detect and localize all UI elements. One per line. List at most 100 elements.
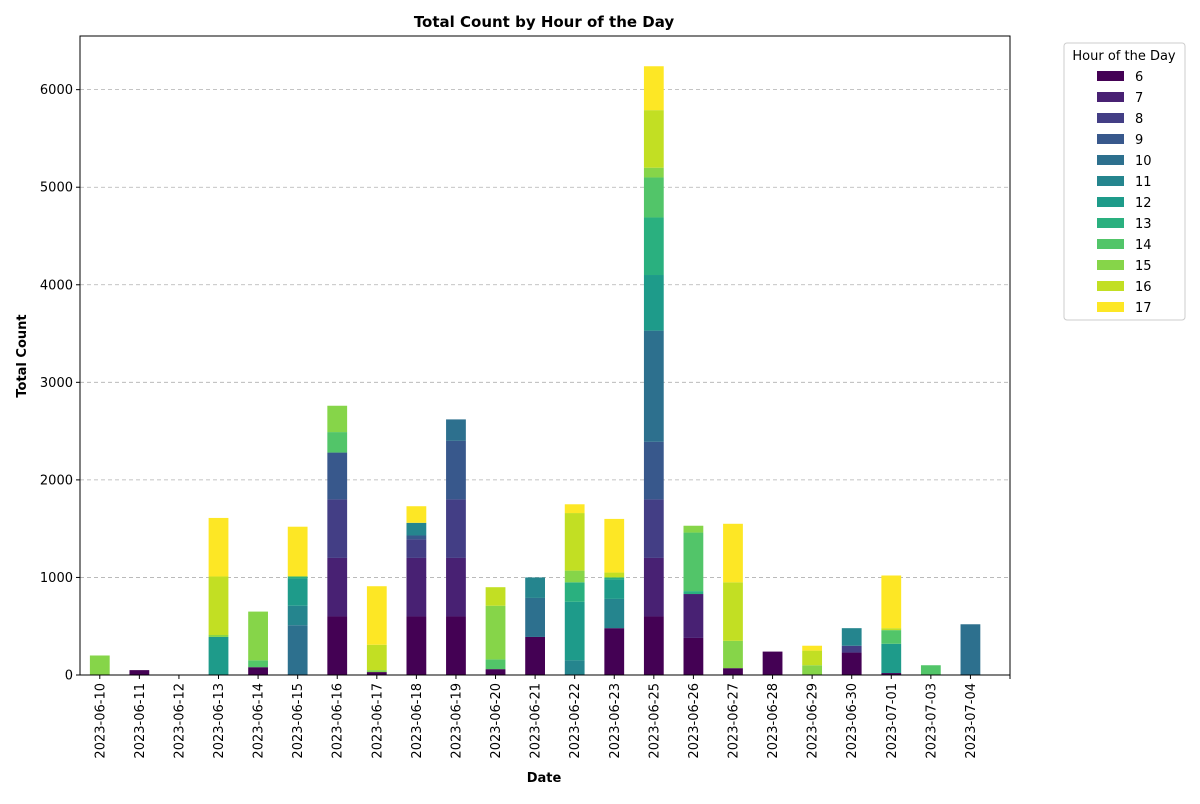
bar-segment	[881, 630, 902, 644]
bar-segment	[643, 499, 664, 558]
y-tick-label: 3000	[40, 376, 73, 391]
bar-segment	[366, 670, 387, 673]
bar-segment	[287, 576, 308, 579]
bar-segment	[802, 665, 823, 675]
x-tick-label: 2023-06-27	[726, 683, 741, 759]
legend-label: 17	[1135, 301, 1152, 316]
legend-label: 9	[1135, 133, 1143, 148]
legend-label: 13	[1135, 217, 1152, 232]
x-tick-label: 2023-06-29	[806, 683, 821, 759]
x-tick-label: 2023-07-01	[885, 683, 900, 759]
legend-swatch	[1097, 113, 1124, 123]
x-tick-label: 2023-06-13	[212, 683, 227, 759]
bar-segment	[643, 275, 664, 331]
bar-segment	[723, 668, 743, 675]
bar-segment	[841, 628, 862, 646]
bar-segment	[485, 605, 506, 660]
bar-segment	[643, 66, 664, 111]
x-tick-label: 2023-06-23	[608, 683, 623, 759]
bar-segment	[287, 578, 308, 606]
bar-segment	[525, 636, 545, 675]
x-tick-label: 2023-07-04	[964, 683, 979, 759]
bar-segment	[802, 650, 823, 666]
bar-segment	[208, 636, 229, 675]
legend-label: 10	[1135, 154, 1152, 169]
legend-swatch	[1097, 239, 1124, 249]
y-tick-label: 1000	[40, 571, 73, 586]
bar-segment	[881, 673, 902, 675]
legend-swatch	[1097, 71, 1124, 81]
x-tick-label: 2023-06-14	[252, 683, 267, 759]
bar-segment	[287, 625, 308, 675]
legend-label: 16	[1135, 280, 1152, 295]
bar-segment	[446, 557, 466, 617]
bar-segment	[446, 499, 466, 558]
bar-segment	[643, 177, 664, 218]
legend-swatch	[1097, 197, 1124, 207]
legend-label: 6	[1135, 70, 1143, 85]
chart-title: Total Count by Hour of the Day	[414, 13, 675, 31]
bar-segment	[643, 330, 664, 442]
y-tick-label: 2000	[40, 473, 73, 488]
bar-segment	[525, 577, 545, 598]
bar-segment	[643, 441, 664, 500]
x-tick-label: 2023-06-19	[449, 683, 464, 759]
x-axis-title: Date	[527, 771, 562, 786]
x-tick-label: 2023-06-12	[172, 683, 187, 759]
x-tick-label: 2023-06-28	[766, 683, 781, 759]
bar-segment	[881, 643, 902, 674]
bar-segment	[643, 167, 664, 178]
legend-swatch	[1097, 281, 1124, 291]
bar-segment	[841, 652, 862, 675]
bar-segment	[327, 499, 348, 558]
bar-segment	[446, 440, 466, 500]
plot-frame	[79, 35, 1011, 676]
bar-segment	[881, 628, 902, 631]
y-axis: 0 1000 2000 3000 4000 5000 6000	[40, 83, 80, 684]
bar-segment	[564, 513, 585, 571]
x-tick-label: 2023-07-03	[924, 683, 939, 759]
y-tick-label: 4000	[40, 278, 73, 293]
bar-segment	[920, 665, 941, 675]
bar-segment	[525, 597, 545, 637]
bar-segment	[762, 651, 783, 675]
legend-label: 14	[1135, 238, 1152, 253]
bar-segment	[683, 532, 704, 592]
bar-segment	[366, 644, 387, 671]
bar-segment	[683, 525, 704, 533]
bar-segment	[643, 110, 664, 168]
bar-segment	[683, 594, 704, 638]
bar-segment	[564, 582, 585, 602]
legend-swatch	[1097, 155, 1124, 165]
legend-swatch	[1097, 176, 1124, 186]
bar-segment	[643, 217, 664, 276]
bar-segment	[564, 660, 585, 675]
y-tick-label: 6000	[40, 83, 73, 98]
legend-title: Hour of the Day	[1072, 49, 1176, 64]
legend-label: 15	[1135, 259, 1152, 274]
bar-segment	[604, 628, 625, 675]
bars	[89, 66, 981, 676]
bar-segment	[446, 419, 466, 441]
bar-segment	[604, 598, 625, 629]
bar-segment	[485, 659, 506, 670]
bar-segment	[604, 518, 625, 573]
bar-segment	[604, 577, 625, 580]
legend-items: 6 7 8 9 10 11 12 13 14 15 16 17	[1097, 70, 1152, 316]
legend-swatch	[1097, 92, 1124, 102]
legend-frame	[1063, 42, 1186, 321]
legend-swatch	[1097, 260, 1124, 270]
bar-segment	[327, 557, 348, 617]
bar-segment	[406, 522, 427, 536]
bar-segment	[643, 616, 664, 675]
bar-segment	[881, 575, 902, 629]
bar-segment	[723, 582, 743, 641]
x-tick-label: 2023-06-22	[568, 683, 583, 759]
bar-segment	[604, 579, 625, 599]
x-tick-label: 2023-06-21	[529, 683, 544, 759]
bar-segment	[366, 586, 387, 645]
bar-segment	[89, 655, 110, 675]
bar-segment	[406, 616, 427, 675]
